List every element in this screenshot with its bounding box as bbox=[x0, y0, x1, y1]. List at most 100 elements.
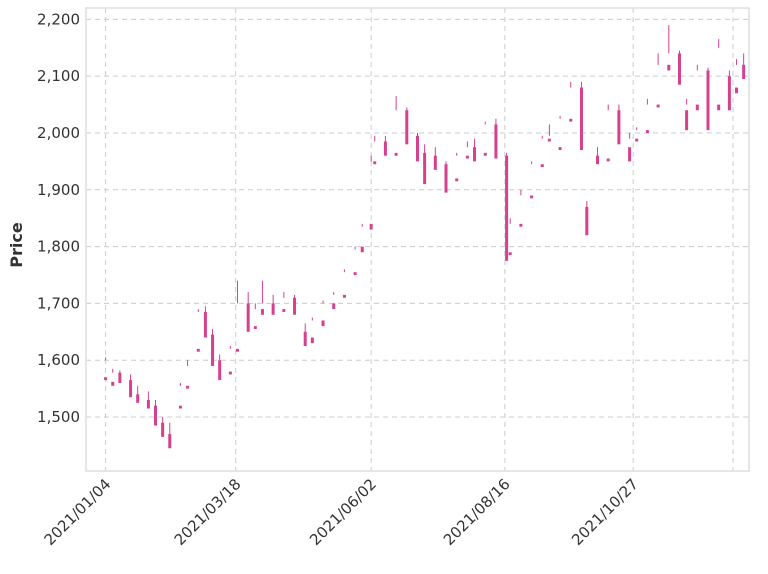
candle-body bbox=[606, 158, 610, 162]
candle-body bbox=[118, 372, 122, 383]
candle bbox=[585, 201, 589, 236]
candle-body bbox=[218, 360, 222, 381]
y-tick-label: 2,200 bbox=[37, 10, 80, 28]
candle bbox=[342, 269, 346, 298]
candle bbox=[606, 104, 610, 162]
candle bbox=[558, 115, 562, 151]
candle-body bbox=[394, 152, 398, 156]
candle bbox=[483, 121, 487, 156]
candle bbox=[727, 70, 731, 111]
candle-body bbox=[667, 64, 671, 71]
candle-body bbox=[293, 297, 297, 315]
candle bbox=[161, 417, 165, 437]
candle-body bbox=[129, 380, 133, 398]
candle-body bbox=[168, 434, 172, 449]
y-tick-label: 1,800 bbox=[37, 238, 80, 256]
candle bbox=[508, 218, 512, 256]
candle-body bbox=[332, 303, 336, 310]
y-axis-label: Price bbox=[7, 222, 26, 268]
candle-body bbox=[203, 311, 207, 338]
candle-body bbox=[742, 64, 746, 80]
candle bbox=[218, 354, 222, 381]
y-tick-label: 2,000 bbox=[37, 124, 80, 142]
candles bbox=[104, 25, 746, 449]
candle-body bbox=[186, 385, 190, 389]
candle bbox=[196, 309, 200, 352]
candle-body bbox=[146, 399, 150, 409]
y-tick-labels: 1,500 1,600 1,700 1,800 1,900 2,000 2,100 2,200 bbox=[37, 10, 80, 426]
candle-body bbox=[405, 110, 409, 145]
candle bbox=[246, 292, 250, 332]
candle bbox=[332, 292, 336, 310]
y-tick-label: 2,100 bbox=[37, 67, 80, 85]
candle bbox=[596, 147, 600, 165]
candle bbox=[667, 25, 671, 71]
candle-body bbox=[628, 147, 632, 162]
candle bbox=[353, 246, 357, 276]
candle-body bbox=[444, 164, 448, 193]
candle bbox=[656, 53, 660, 108]
candle-body bbox=[473, 147, 477, 162]
candle-body bbox=[706, 70, 710, 131]
candle bbox=[717, 39, 721, 111]
candle-body bbox=[260, 309, 264, 315]
candle bbox=[168, 422, 172, 449]
candle bbox=[136, 385, 140, 403]
candle-body bbox=[178, 405, 182, 409]
candle-body bbox=[246, 303, 250, 332]
candle-body bbox=[253, 326, 257, 329]
candle bbox=[383, 135, 387, 156]
candle-body bbox=[508, 252, 512, 256]
y-tick-label: 1,500 bbox=[37, 408, 80, 426]
candle bbox=[416, 132, 419, 162]
candle bbox=[293, 294, 297, 315]
candle-body bbox=[617, 110, 621, 145]
candle-body bbox=[579, 87, 583, 151]
candle bbox=[540, 135, 544, 168]
candle-body bbox=[342, 294, 346, 298]
candle bbox=[444, 161, 448, 193]
candle-body bbox=[585, 206, 589, 236]
candle bbox=[628, 132, 632, 162]
candle bbox=[530, 161, 534, 199]
candle bbox=[253, 303, 257, 329]
candle-body bbox=[383, 141, 387, 156]
candle-body bbox=[104, 377, 108, 381]
candle bbox=[369, 155, 373, 230]
x-tick-labels: 2021/01/04 2021/03/18 2021/06/02 2021/08/16… bbox=[41, 475, 642, 549]
candle bbox=[111, 368, 115, 386]
x-tick-label: 2021/06/02 bbox=[306, 475, 380, 549]
candle bbox=[735, 59, 739, 94]
candle-body bbox=[373, 161, 377, 165]
candle bbox=[455, 152, 459, 182]
candle bbox=[635, 127, 639, 142]
candle bbox=[423, 144, 427, 185]
plot-frame bbox=[85, 7, 750, 472]
candle-body bbox=[695, 104, 699, 111]
candle bbox=[211, 328, 215, 366]
candle bbox=[228, 346, 232, 375]
candle-body bbox=[685, 110, 689, 131]
candle-body bbox=[505, 155, 509, 261]
candle bbox=[118, 370, 122, 383]
candle bbox=[129, 374, 133, 398]
candle-body bbox=[645, 130, 649, 133]
candle bbox=[321, 300, 325, 327]
candle-body bbox=[353, 272, 357, 276]
candle-body bbox=[455, 178, 459, 182]
candle-body bbox=[136, 394, 140, 403]
candle-body bbox=[321, 320, 325, 327]
candle bbox=[645, 98, 649, 133]
candle bbox=[695, 64, 699, 111]
candle bbox=[360, 223, 364, 253]
candle-body bbox=[569, 118, 573, 122]
candle-body bbox=[483, 152, 487, 156]
candle bbox=[433, 147, 437, 170]
candle bbox=[271, 294, 275, 315]
candle bbox=[303, 323, 307, 347]
candle bbox=[405, 107, 409, 145]
candle-body bbox=[596, 155, 600, 165]
candle bbox=[519, 189, 523, 227]
candle-body bbox=[211, 334, 215, 366]
